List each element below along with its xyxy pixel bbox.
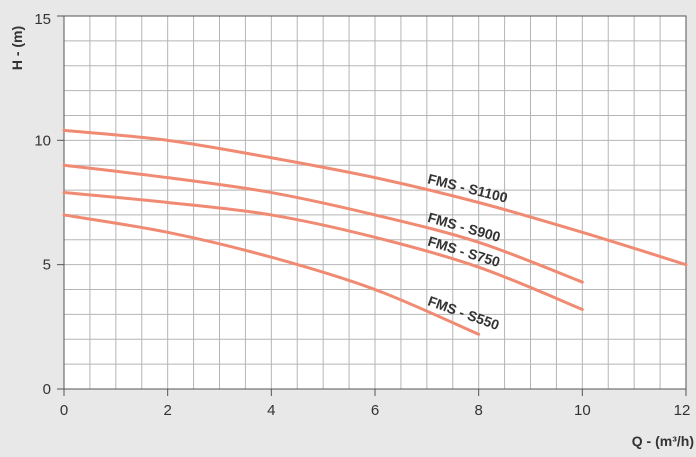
series-line [62,128,688,267]
x-tick-label: 8 [474,402,482,419]
tick-labels: 0 2 4 6 8 10 12 0 5 10 15 [34,11,690,419]
y-tick-label: 0 [43,381,51,398]
series-line [62,213,481,336]
x-tick-label: 4 [267,402,275,419]
x-tick-label: 0 [60,402,68,419]
y-tick-label: 10 [34,132,51,149]
series-line [62,163,584,284]
y-tick-label: 5 [43,257,51,274]
series-lines [62,128,688,336]
x-tick-label: 6 [371,402,379,419]
y-tick-label: 15 [34,11,51,28]
x-tick-label: 2 [163,402,171,419]
y-axis-title: H - (m) [9,26,25,70]
axes [57,15,687,396]
x-axis-title: Q - (m³/h) [632,433,694,449]
x-tick-label: 10 [574,402,591,419]
x-tick-label: 12 [674,402,691,419]
series-line [62,191,584,311]
